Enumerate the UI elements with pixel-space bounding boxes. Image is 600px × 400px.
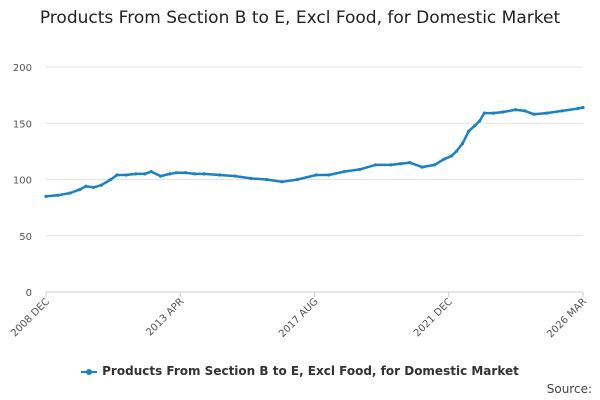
data-point[interactable] xyxy=(68,191,72,195)
y-tick-label: 200 xyxy=(13,63,32,74)
source-label: Source: xyxy=(546,382,592,396)
data-point[interactable] xyxy=(442,157,446,161)
data-point[interactable] xyxy=(202,172,206,176)
data-point[interactable] xyxy=(314,173,318,177)
data-point[interactable] xyxy=(295,177,300,182)
y-tick-label: 150 xyxy=(13,119,32,130)
data-point[interactable] xyxy=(467,129,471,133)
y-tick-label: 50 xyxy=(19,232,32,243)
data-point[interactable] xyxy=(44,194,48,198)
data-point[interactable] xyxy=(149,170,153,174)
data-point[interactable] xyxy=(158,174,163,178)
data-point[interactable] xyxy=(168,172,172,176)
data-point[interactable] xyxy=(124,173,128,177)
data-point[interactable] xyxy=(342,170,346,174)
data-point[interactable] xyxy=(358,167,362,171)
data-point[interactable] xyxy=(492,111,496,115)
data-point[interactable] xyxy=(249,176,253,180)
data-point[interactable] xyxy=(218,173,222,177)
data-point[interactable] xyxy=(327,173,331,177)
data-point[interactable] xyxy=(532,112,536,116)
data-point[interactable] xyxy=(115,173,119,177)
data-point[interactable] xyxy=(389,163,393,167)
data-point[interactable] xyxy=(92,185,96,189)
x-tick-label: 2008 DEC xyxy=(9,296,52,339)
legend-label: Products From Section B to E, Excl Food,… xyxy=(102,364,519,378)
legend[interactable]: Products From Section B to E, Excl Food,… xyxy=(0,364,600,378)
data-point[interactable] xyxy=(576,107,580,111)
data-point[interactable] xyxy=(454,149,458,153)
x-tick-label: 2021 DEC xyxy=(412,296,455,339)
chart-title: Products From Section B to E, Excl Food,… xyxy=(39,8,561,28)
data-point[interactable] xyxy=(513,108,518,112)
data-point[interactable] xyxy=(398,162,402,166)
data-point[interactable] xyxy=(581,105,585,110)
x-tick-label: 2026 MAR xyxy=(545,296,589,340)
data-point[interactable] xyxy=(264,177,269,182)
data-point[interactable] xyxy=(460,141,465,146)
data-point[interactable] xyxy=(473,123,477,128)
data-point[interactable] xyxy=(450,154,454,158)
data-point[interactable] xyxy=(78,188,82,192)
data-point[interactable] xyxy=(560,109,564,113)
data-point[interactable] xyxy=(134,172,138,176)
data-point[interactable] xyxy=(523,109,527,113)
x-tick-label: 2013 APR xyxy=(144,296,186,338)
data-point[interactable] xyxy=(174,171,178,175)
data-point[interactable] xyxy=(501,110,505,114)
y-tick-label: 100 xyxy=(13,176,32,187)
data-point[interactable] xyxy=(432,163,437,167)
data-point[interactable] xyxy=(193,172,197,176)
axes: 0 50 100 150 200 2008 DEC 2013 APR 2017 AUG 2021… xyxy=(9,63,589,340)
data-point[interactable] xyxy=(183,171,188,175)
x-tick-label: 2017 AUG xyxy=(277,296,321,340)
data-point[interactable] xyxy=(56,193,60,197)
series-layer xyxy=(44,105,585,198)
grid xyxy=(46,66,583,237)
data-point[interactable] xyxy=(408,161,412,165)
data-point[interactable] xyxy=(420,165,424,169)
data-point[interactable] xyxy=(99,183,104,187)
data-point[interactable] xyxy=(478,119,482,123)
legend-swatch-icon xyxy=(81,368,98,376)
data-point[interactable] xyxy=(482,111,486,115)
y-tick-label: 0 xyxy=(26,288,32,299)
data-point[interactable] xyxy=(84,184,88,188)
data-point[interactable] xyxy=(233,174,237,178)
data-point[interactable] xyxy=(109,177,113,182)
data-point[interactable] xyxy=(373,163,377,167)
series-line-0[interactable] xyxy=(44,106,585,198)
data-point[interactable] xyxy=(280,180,284,184)
data-point[interactable] xyxy=(544,111,549,115)
data-point[interactable] xyxy=(143,172,147,176)
